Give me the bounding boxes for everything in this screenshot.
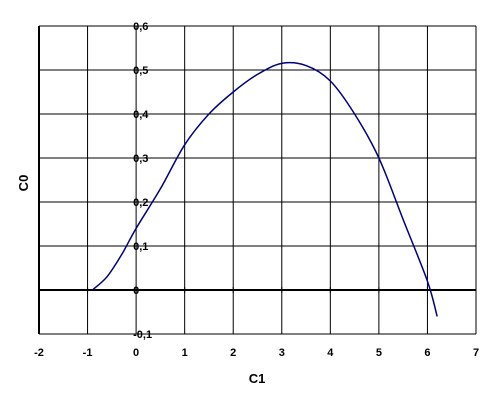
x-tick-label-9: 7 (473, 347, 479, 359)
y-axis-title: C0 (16, 175, 31, 192)
x-tick-label-2: 0 (133, 347, 139, 359)
series-line-0 (91, 61, 438, 317)
y-tick-label-4: 0,3 (133, 153, 148, 165)
grid (39, 25, 477, 335)
y-tick-label-6: 0,5 (133, 65, 148, 77)
x-tick-label-1: -1 (83, 347, 93, 359)
y-tick-label-7: 0,6 (133, 21, 148, 33)
y-tick-label-0: -0,1 (133, 329, 152, 341)
x-tick-labels: -2 -1 0 1 2 3 4 5 6 7 (34, 347, 479, 359)
x-tick-label-0: -2 (34, 347, 44, 359)
x-tick-label-8: 6 (424, 347, 430, 359)
y-tick-label-1: 0 (133, 285, 139, 297)
y-tick-label-5: 0,4 (133, 109, 149, 121)
y-tick-labels: -0,1 0 0,1 0,2 0,3 0,4 0,5 0,6 (133, 21, 152, 341)
x-tick-label-7: 5 (376, 347, 382, 359)
x-axis-title: C1 (249, 371, 266, 386)
x-tick-label-6: 4 (327, 347, 334, 359)
x-tick-label-5: 3 (279, 347, 285, 359)
axes (38, 26, 477, 334)
series-layer (91, 61, 438, 317)
x-tick-label-4: 2 (230, 347, 236, 359)
y-tick-label-3: 0,2 (133, 197, 148, 209)
y-tick-label-2: 0,1 (133, 241, 148, 253)
x-tick-label-3: 1 (182, 347, 188, 359)
